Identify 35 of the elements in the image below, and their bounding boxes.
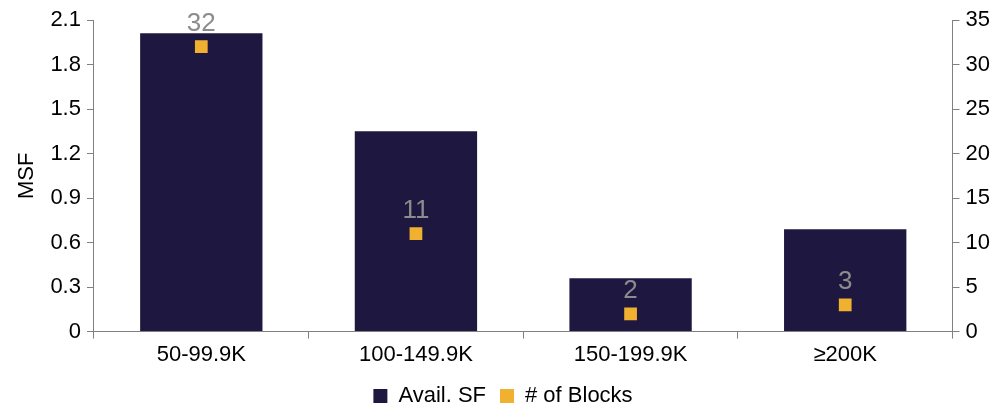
y-tick-label: 0.3 <box>50 273 81 299</box>
point <box>194 40 208 54</box>
x-tick-label: 150-199.9K <box>573 340 688 366</box>
point <box>838 298 852 312</box>
data-label: 2 <box>623 273 638 304</box>
y-axis-title: MSF <box>13 152 39 200</box>
y-tick-label: 2.1 <box>50 6 81 32</box>
y2-tick-label: 25 <box>965 95 991 121</box>
x-tick-label: 50-99.9K <box>156 340 247 366</box>
y2-tick-label: 35 <box>965 6 991 32</box>
bar <box>140 33 263 332</box>
y2-tick-label: 15 <box>965 184 991 210</box>
x-tick-label: ≥200K <box>813 340 878 366</box>
x-tick-label: 100-149.9K <box>359 340 474 366</box>
point <box>624 307 637 321</box>
legend-label: Avail. SF <box>398 382 487 408</box>
legend-label: # of Blocks <box>525 382 633 408</box>
y2-tick-label: 5 <box>965 273 978 299</box>
bar <box>569 278 692 332</box>
y2-tick-label: 10 <box>965 228 991 254</box>
data-label: 32 <box>186 6 216 37</box>
y-tick-label: 1.2 <box>50 139 81 165</box>
y-tick-label: 0.6 <box>50 228 81 254</box>
bar <box>784 229 907 332</box>
y2-tick-label: 0 <box>965 317 978 343</box>
y-tick-label: 1.8 <box>50 50 81 76</box>
data-label: 11 <box>402 193 430 224</box>
data-label: 3 <box>837 265 853 296</box>
y2-tick-label: 20 <box>965 139 991 165</box>
y2-tick-label: 30 <box>965 50 991 76</box>
y-tick-label: 0.9 <box>50 184 81 210</box>
y-tick-label: 0 <box>68 317 81 343</box>
bar <box>354 131 478 332</box>
point <box>409 227 423 241</box>
y-tick-label: 1.5 <box>50 95 81 121</box>
